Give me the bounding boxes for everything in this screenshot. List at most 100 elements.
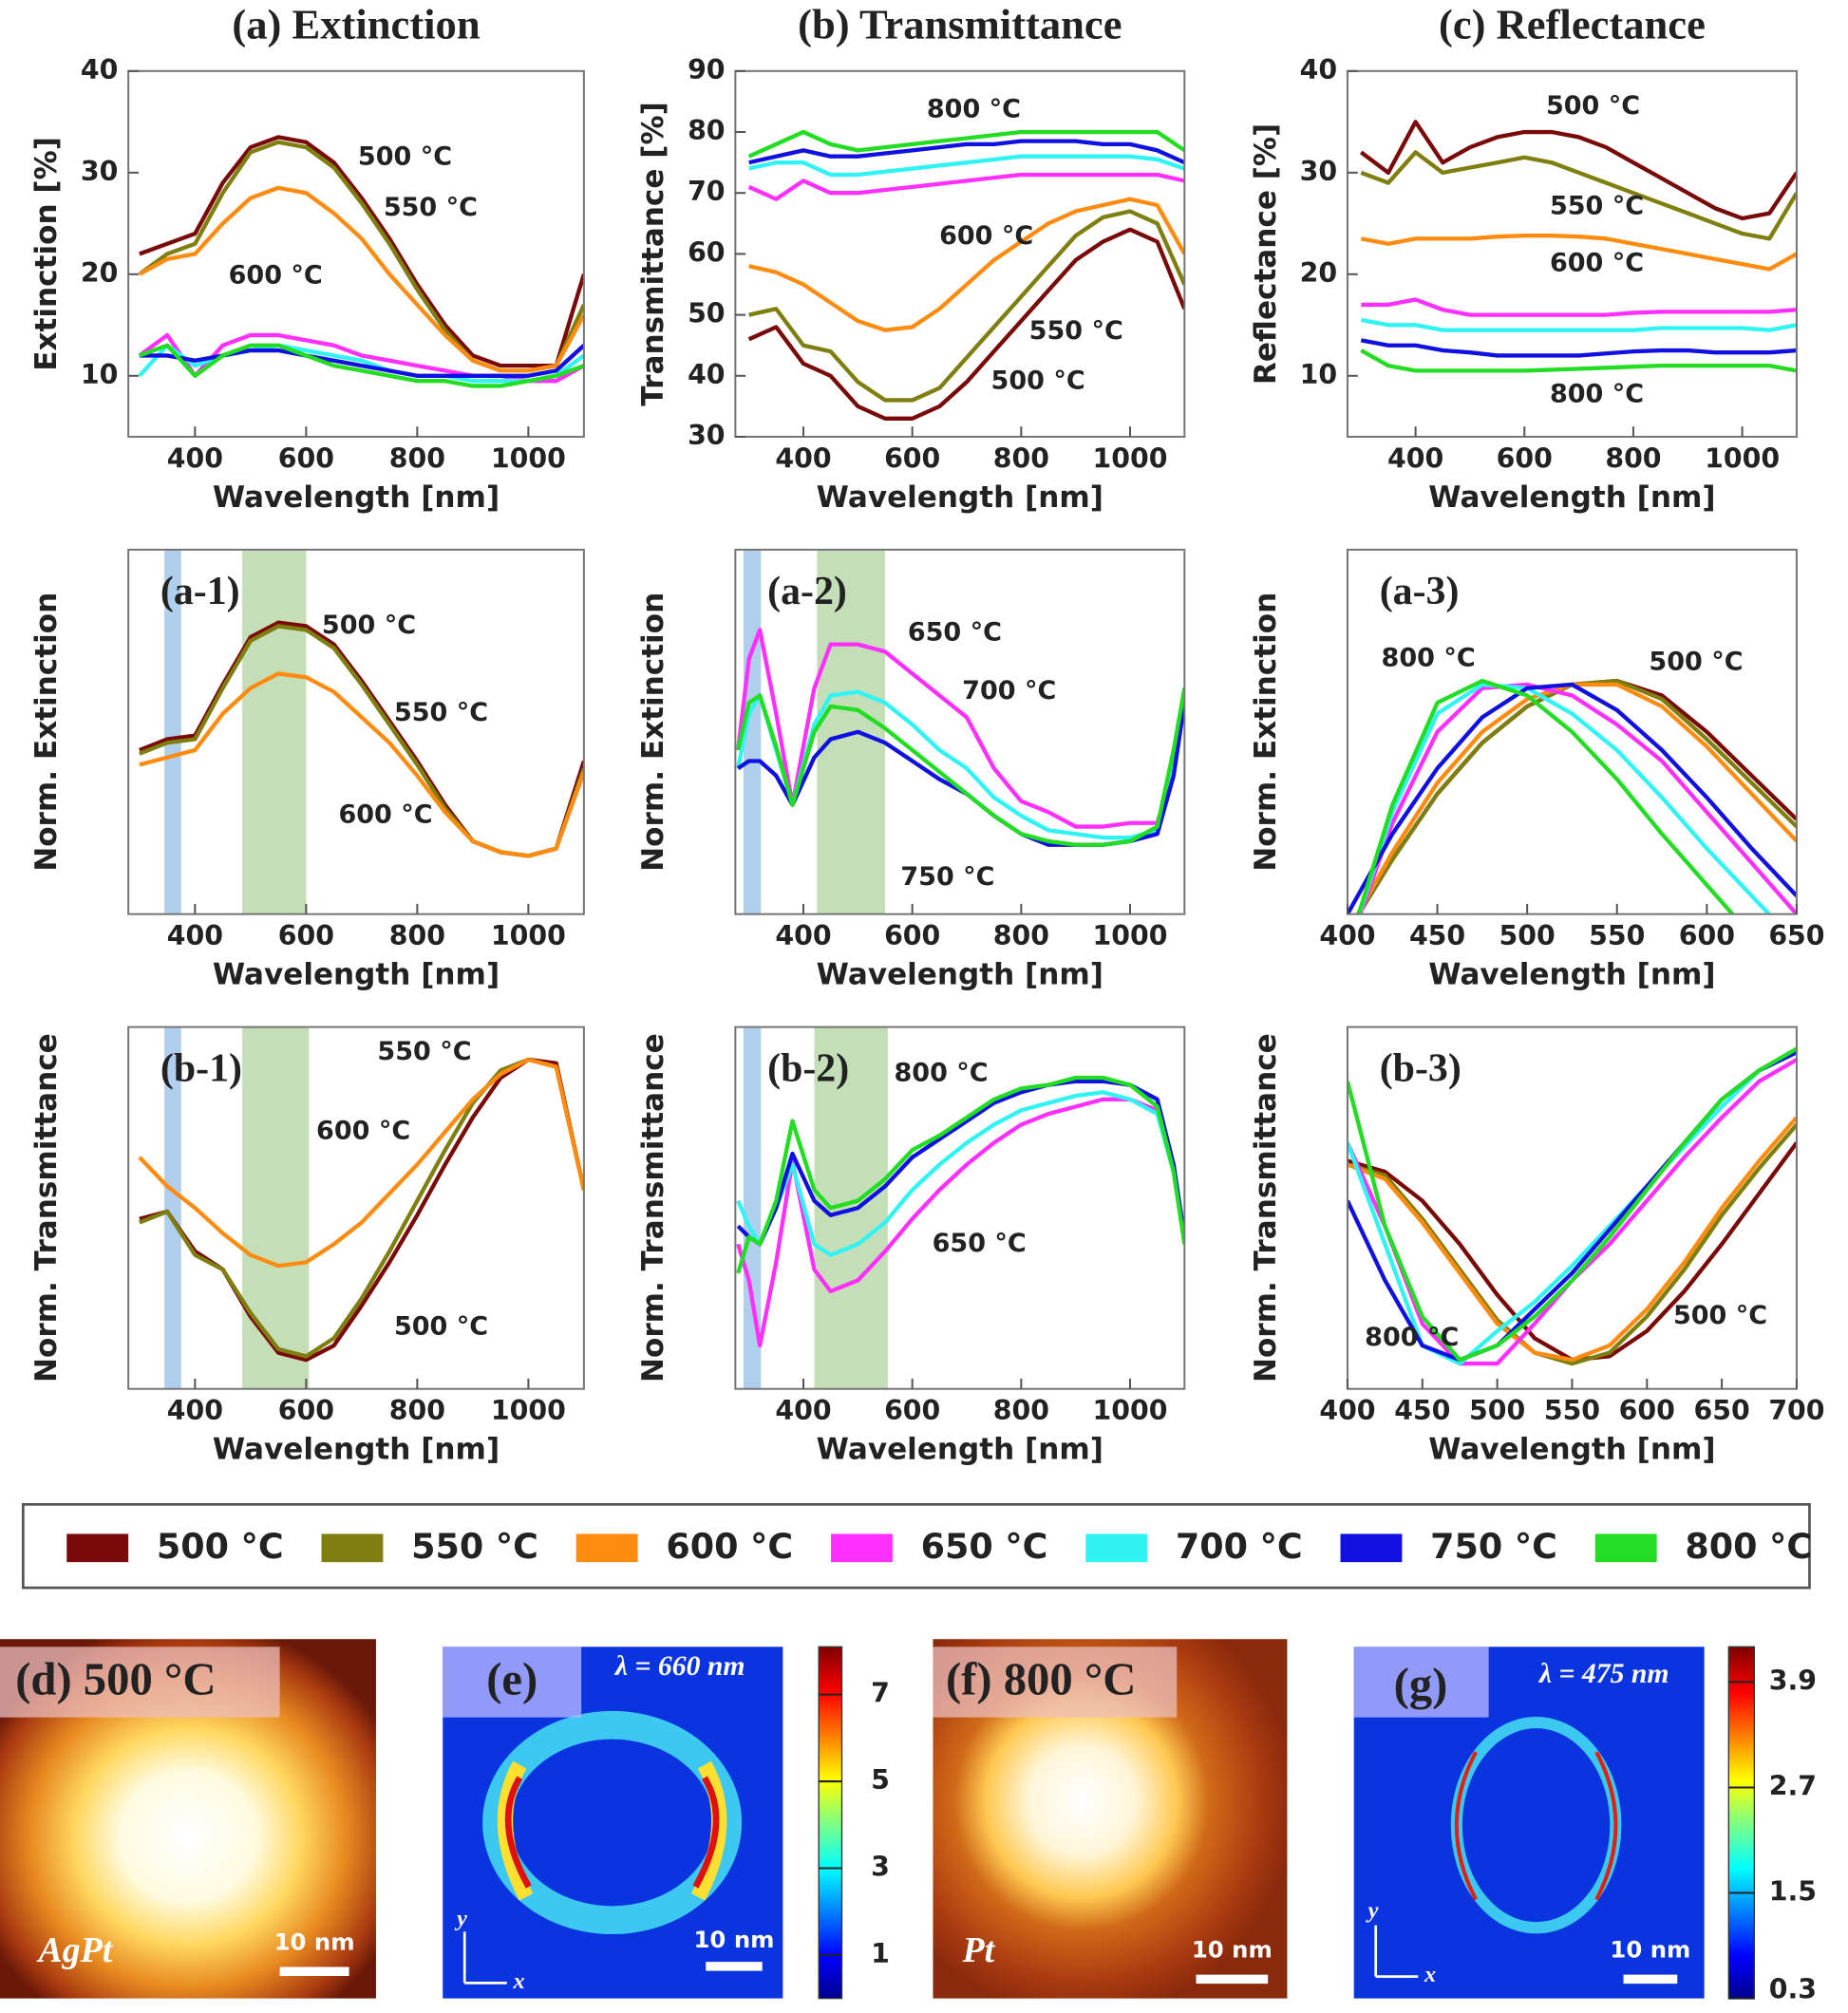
image-label: (f) 800 °C	[946, 1654, 1136, 1705]
panel-label: (a-3)	[1380, 570, 1460, 613]
series-line	[1356, 678, 1736, 914]
colorbar-tick-label: 3	[871, 1851, 890, 1882]
annotation: 800 °C	[927, 94, 1021, 123]
y-tick-label: 30	[1300, 156, 1337, 187]
legend-swatch	[1085, 1533, 1148, 1563]
plot-frame	[127, 69, 585, 438]
series-line	[736, 1097, 1185, 1348]
chart-panel: 400 600 800 1000 (a-2) Wavelength [nm] Norm. E…	[636, 548, 1186, 992]
highlight-band	[164, 549, 181, 914]
x-tick-label: 600	[884, 920, 940, 951]
annotation: 650 °C	[908, 618, 1002, 648]
material-label: Pt	[962, 1930, 996, 1970]
series-line	[1347, 1123, 1797, 1366]
series-line	[1358, 682, 1797, 914]
y-axis-label: Reflectance [%]	[1249, 123, 1283, 385]
material-label: AgPt	[37, 1930, 114, 1970]
series-line	[748, 154, 1185, 178]
y-axis-label: Transmittance [%]	[636, 102, 670, 405]
y-tick-label: 20	[81, 257, 118, 289]
y-axis-label: Extinction [%]	[29, 137, 64, 371]
chart-title: (a) Extinction	[232, 0, 480, 47]
annotation: 500 °C	[1673, 1301, 1767, 1330]
x-tick-label: 1000	[491, 1395, 566, 1426]
chart-panel: 400 600 800 1000 30 40 50 60 70 80 90 (b) Transmitt…	[636, 0, 1186, 515]
y-axis-label: Norm. Extinction	[636, 593, 670, 872]
x-tick-label: 800	[389, 442, 445, 474]
hotspot	[1454, 1751, 1618, 1901]
highlight-band	[242, 549, 307, 914]
highlight-band	[242, 1026, 310, 1389]
x-tick-label: 600	[278, 920, 334, 951]
colorbar-tick-label: 0.3	[1769, 1974, 1817, 2005]
colorbar	[818, 1646, 843, 2000]
series-line	[1357, 682, 1772, 914]
y-tick-label: 20	[1300, 257, 1337, 289]
x-tick-label: 400	[167, 920, 223, 951]
series-line	[1360, 150, 1797, 241]
plot-frame	[1346, 69, 1798, 438]
label-box	[933, 1646, 1178, 1718]
y-tick-label: 30	[688, 420, 725, 451]
y-axis-label: Norm. Extinction	[1249, 593, 1283, 872]
colorbar-tick-label: 2.7	[1769, 1770, 1817, 1801]
series-line	[747, 227, 1185, 421]
legend-label: 650 °C	[921, 1526, 1048, 1567]
series-line	[747, 172, 1185, 201]
y-tick-label: 40	[81, 54, 118, 85]
x-tick-label: 800	[389, 1395, 445, 1426]
panel-label: (b-3)	[1380, 1047, 1461, 1091]
series-line	[748, 197, 1185, 332]
y-tick-label: 50	[688, 298, 725, 329]
chart-title: (c) Reflectance	[1439, 0, 1706, 47]
chart-panel: 400 450 500 550 600 650 (a-3) Wavelength [nm] No…	[1249, 548, 1825, 992]
x-tick-label: 400	[1319, 920, 1375, 951]
legend: 500 °C 550 °C 600 °C 650 °C 700 °C 750 °C 800 …	[66, 1526, 1812, 1567]
colorbar	[1727, 1646, 1756, 2000]
x-tick-label: 800	[993, 442, 1049, 474]
axis-x-label: x	[513, 1968, 525, 1994]
x-tick-label: 400	[775, 1395, 831, 1426]
series-line	[139, 1057, 584, 1363]
plot-area	[139, 549, 584, 914]
chart-panel: 400 600 800 1000 (a-1) Wavelength [nm] Norm. E…	[29, 548, 585, 992]
scale-label: 10 nm	[1610, 1936, 1690, 1964]
x-tick-label: 550	[1544, 1395, 1600, 1426]
y-axis-label: Norm. Transmittance	[29, 1033, 64, 1383]
x-tick-label: 800	[1605, 442, 1661, 474]
chart-title: (b) Transmittance	[798, 0, 1122, 47]
axis-x-label: x	[1424, 1962, 1436, 1987]
x-tick-label: 600	[1679, 920, 1735, 951]
axis-y-label: y	[454, 1906, 467, 1931]
image-label: (e)	[486, 1654, 537, 1705]
x-tick-label: 500	[1469, 1395, 1525, 1426]
series-line	[139, 1057, 584, 1359]
annotation: 800 °C	[1382, 644, 1476, 673]
x-tick-label: 700	[1768, 1395, 1824, 1426]
legend-swatch	[66, 1533, 129, 1563]
y-tick-label: 40	[688, 359, 725, 390]
legend-label: 550 °C	[411, 1526, 538, 1567]
chart-panel: 400 600 800 1000 10 20 30 40 (c) Reflectance Wave…	[1249, 0, 1798, 515]
series-line	[1347, 1116, 1797, 1363]
x-tick-label: 550	[1589, 920, 1645, 951]
annotation: 550 °C	[1550, 192, 1644, 221]
series-line	[1359, 120, 1797, 221]
annotation: 800 °C	[894, 1059, 988, 1088]
plot-area	[138, 135, 584, 388]
y-tick-label: 10	[81, 359, 118, 390]
axis-indicator	[1374, 1925, 1419, 1979]
annotation: 550 °C	[394, 698, 488, 727]
annotation: 800 °C	[1365, 1323, 1459, 1352]
annotation: 550 °C	[1029, 316, 1123, 346]
legend-swatch	[321, 1533, 384, 1563]
x-axis-label: Wavelength [nm]	[213, 958, 500, 992]
x-axis-label: Wavelength [nm]	[817, 958, 1103, 992]
annotation: 500 °C	[394, 1311, 488, 1341]
x-tick-label: 600	[1497, 442, 1553, 474]
x-tick-label: 1000	[491, 920, 566, 951]
plot-area	[1359, 120, 1797, 373]
plot-frame	[127, 1025, 585, 1390]
series-line	[1360, 338, 1797, 358]
